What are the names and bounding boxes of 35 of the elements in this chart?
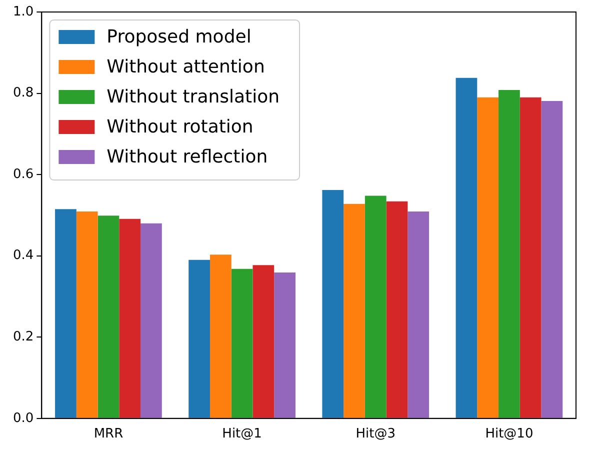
legend-label: Without rotation (106, 116, 254, 138)
bar (408, 212, 430, 418)
y-tick-label: 0.2 (12, 329, 34, 344)
bar (322, 190, 344, 418)
bar (344, 204, 365, 418)
legend-label: Without reflection (106, 146, 268, 168)
legend-label: Without attention (106, 56, 265, 78)
x-tick-label: MRR (94, 426, 124, 442)
y-tick-label: 0.0 (12, 410, 34, 426)
bar (520, 97, 542, 418)
bar (98, 216, 120, 418)
bar (386, 201, 408, 418)
y-tick-label: 0.6 (12, 166, 34, 182)
x-tick-label: Hit@10 (485, 426, 534, 442)
bar (210, 254, 232, 418)
bar (274, 272, 296, 418)
legend-label: Without translation (106, 86, 280, 108)
bar (364, 196, 386, 418)
y-tick-label: 1.0 (12, 4, 34, 20)
bar (498, 90, 520, 418)
bar (55, 209, 76, 418)
bar (477, 97, 499, 418)
bar (140, 223, 162, 418)
bar (76, 212, 98, 418)
y-tick-label: 0.4 (12, 248, 34, 264)
bar (231, 268, 253, 418)
bar (188, 260, 210, 418)
x-tick-label: Hit@1 (222, 426, 262, 442)
y-tick-label: 0.8 (12, 86, 34, 101)
legend-label: Proposed model (106, 26, 252, 48)
x-tick-label: Hit@3 (356, 426, 396, 442)
bar (456, 78, 478, 418)
bar (541, 101, 563, 418)
bar (119, 218, 141, 418)
bar (252, 265, 274, 418)
